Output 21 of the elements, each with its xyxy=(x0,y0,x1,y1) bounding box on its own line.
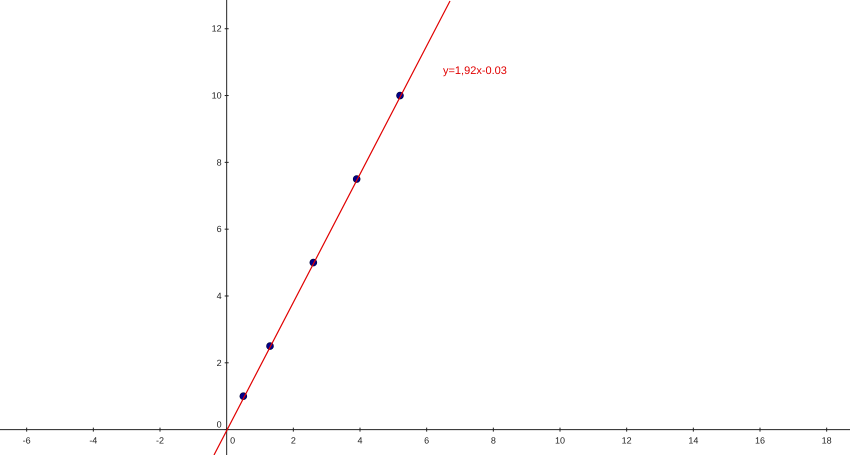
x-tick-label: 0 xyxy=(230,436,236,446)
x-tick-label: 8 xyxy=(490,436,496,446)
y-tick-label: 4 xyxy=(216,290,222,301)
x-tick-label: 18 xyxy=(822,436,832,446)
x-tick-label: 12 xyxy=(622,436,632,446)
y-tick-label: 6 xyxy=(216,224,222,234)
annotation: y=1,92x-0.03 xyxy=(443,65,507,77)
y-tick-label: 8 xyxy=(216,157,222,168)
x-tick-label: -2 xyxy=(156,436,164,446)
x-tick-label: -4 xyxy=(89,436,98,446)
x-tick-label: -6 xyxy=(22,436,31,446)
y-tick-label: 12 xyxy=(212,24,222,34)
x-tick-label: 16 xyxy=(754,436,766,446)
x-tick-label: 14 xyxy=(688,436,698,446)
y-tick-label: 0 xyxy=(216,420,222,430)
x-tick-label: 2 xyxy=(290,436,296,446)
y-tick-label: 2 xyxy=(216,358,222,368)
x-tick-label: 10 xyxy=(554,436,566,446)
y-tick-label: 10 xyxy=(212,90,222,101)
x-tick-label: 4 xyxy=(357,436,363,446)
x-tick-label: 6 xyxy=(424,436,430,446)
